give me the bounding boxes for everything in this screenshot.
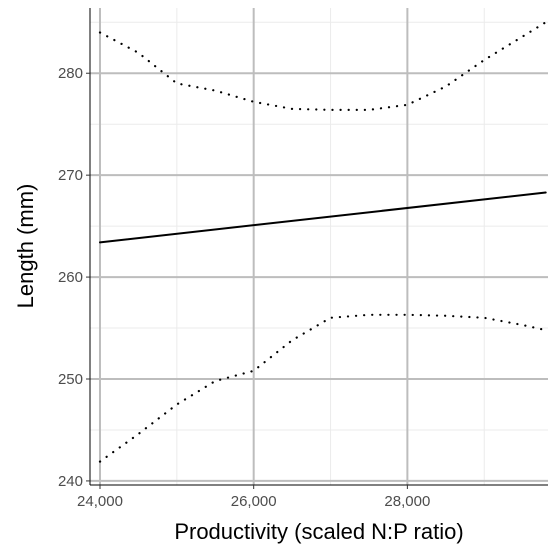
fit-line xyxy=(99,191,547,244)
series-lines xyxy=(98,21,547,463)
y-tick-label: 280 xyxy=(58,65,83,82)
y-axis-ticks: 240 250 260 270 280 xyxy=(58,65,90,490)
y-axis-title: Length (mm) xyxy=(13,184,38,309)
x-axis-title: Productivity (scaled N:P ratio) xyxy=(174,519,463,544)
y-tick-label: 240 xyxy=(58,473,83,490)
x-tick-label: 28,000 xyxy=(384,493,430,510)
y-tick-label: 270 xyxy=(58,167,83,184)
y-tick-label: 260 xyxy=(58,269,83,286)
x-axis-ticks: 24,000 26,000 28,000 xyxy=(77,485,430,510)
plot-panel xyxy=(90,8,548,485)
minor-gridlines xyxy=(90,8,548,485)
y-tick-label: 250 xyxy=(58,371,83,388)
x-tick-label: 24,000 xyxy=(77,493,123,510)
major-gridlines xyxy=(90,8,548,485)
x-tick-label: 26,000 xyxy=(231,493,277,510)
